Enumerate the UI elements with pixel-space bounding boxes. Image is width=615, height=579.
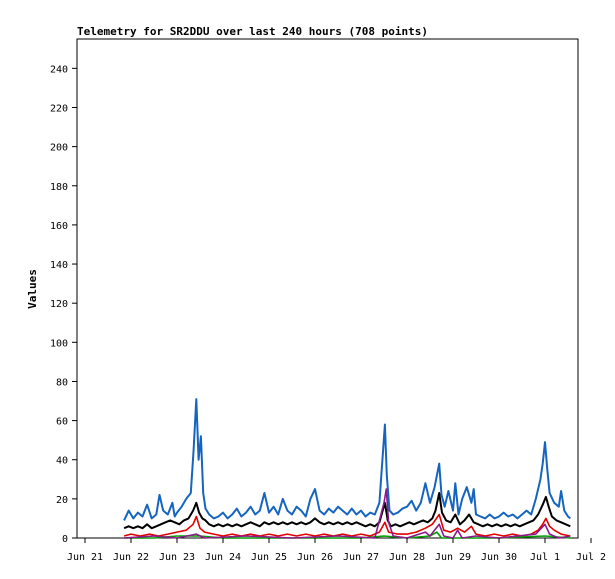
x-tick-label: Jun 22 xyxy=(113,552,149,563)
x-tick-label: Jun 30 xyxy=(481,552,517,563)
x-tick-label: Jun 26 xyxy=(297,552,333,563)
x-tick-label: Jul 2 xyxy=(576,552,606,563)
chart-title: Telemetry for SR2DDU over last 240 hours… xyxy=(77,25,428,38)
series-layer xyxy=(123,398,571,539)
x-axis-ticks: Jun 21 Jun 22 Jun 23 Jun 24 Jun 25 Jun 26 Jun … xyxy=(67,538,606,563)
y-tick-label: 160 xyxy=(50,221,68,232)
series-line-2 xyxy=(123,492,571,530)
y-tick-label: 180 xyxy=(50,182,68,193)
y-axis-ticks: 0 20 40 60 80 100 120 140 160 180 200 220 240 xyxy=(50,64,77,545)
series-line-4 xyxy=(124,531,571,539)
y-tick-label: 20 xyxy=(56,495,68,506)
y-tick-label: 40 xyxy=(56,456,68,467)
y-tick-label: 0 xyxy=(62,534,68,545)
x-tick-label: Jul 1 xyxy=(530,552,560,563)
series-line-1 xyxy=(123,398,571,521)
y-tick-label: 240 xyxy=(50,64,68,75)
y-tick-label: 80 xyxy=(56,377,68,388)
x-tick-label: Jun 24 xyxy=(205,552,241,563)
series-line-3 xyxy=(123,513,571,537)
x-tick-label: Jun 28 xyxy=(389,552,425,563)
y-tick-label: 140 xyxy=(50,260,68,271)
y-tick-label: 100 xyxy=(50,338,68,349)
x-tick-label: Jun 21 xyxy=(67,552,103,563)
y-axis-label: Values xyxy=(26,269,39,309)
x-tick-label: Jun 29 xyxy=(435,552,471,563)
x-tick-label: Jun 27 xyxy=(343,552,379,563)
y-tick-label: 200 xyxy=(50,143,68,154)
y-tick-label: 220 xyxy=(50,103,68,114)
y-tick-label: 120 xyxy=(50,299,68,310)
y-tick-label: 60 xyxy=(56,417,68,428)
series-line-5 xyxy=(124,488,571,539)
x-tick-label: Jun 25 xyxy=(251,552,287,563)
x-tick-label: Jun 23 xyxy=(159,552,195,563)
